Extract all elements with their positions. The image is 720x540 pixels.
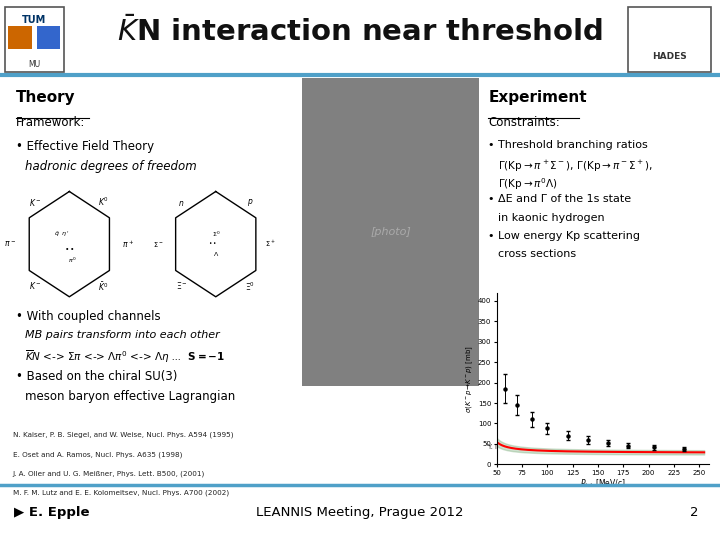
Text: $\bullet\bullet$: $\bullet\bullet$ (208, 240, 217, 245)
Text: • Low energy Kp scattering: • Low energy Kp scattering (488, 231, 640, 241)
Text: $\bar{K}^0$: $\bar{K}^0$ (99, 280, 109, 293)
Text: MB pairs transform into each other: MB pairs transform into each other (24, 330, 220, 340)
Text: $\Sigma^0$: $\Sigma^0$ (212, 230, 220, 239)
Text: $\Xi^0$: $\Xi^0$ (245, 280, 255, 293)
X-axis label: $P_{lab}$ [MeV/c]: $P_{lab}$ [MeV/c] (580, 477, 626, 490)
Text: M. F. M. Lutz and E. E. Kolomeitsev, Nucl. Phys. A700 (2002): M. F. M. Lutz and E. E. Kolomeitsev, Nuc… (12, 489, 229, 496)
Text: J. A. Oller and U. G. Meißner, Phys. Lett. B500, (2001): J. A. Oller and U. G. Meißner, Phys. Let… (12, 470, 204, 477)
Text: • Threshold branching ratios: • Threshold branching ratios (488, 140, 648, 150)
Text: $\overline{K}$N <-> $\Sigma\pi$ <-> $\Lambda\pi^0$ <-> $\Lambda\eta$ ...  $\math: $\overline{K}$N <-> $\Sigma\pi$ <-> $\La… (24, 348, 225, 364)
Text: $K^-$: $K^-$ (29, 197, 42, 208)
Text: TUM: TUM (22, 15, 46, 25)
Text: • Effective Field Theory: • Effective Field Theory (16, 140, 153, 153)
Text: 2: 2 (690, 506, 698, 519)
Text: LEANNIS Meeting, Prague 2012: LEANNIS Meeting, Prague 2012 (256, 506, 464, 519)
Text: in kaonic hydrogen: in kaonic hydrogen (498, 213, 604, 222)
Text: [photo]: [photo] (370, 227, 411, 237)
Text: Y. Ikeda, T. Hyodo, W. Weise Nucl. Phys. A 881 (2012): Y. Ikeda, T. Hyodo, W. Weise Nucl. Phys.… (488, 444, 665, 450)
FancyBboxPatch shape (5, 6, 63, 71)
FancyBboxPatch shape (302, 78, 479, 386)
Text: $\Lambda$: $\Lambda$ (212, 250, 219, 258)
Text: $\Sigma^+$: $\Sigma^+$ (265, 239, 276, 249)
Text: MU: MU (28, 59, 40, 69)
Text: $\Xi^-$: $\Xi^-$ (176, 280, 188, 292)
Text: meson baryon effective Lagrangian: meson baryon effective Lagrangian (24, 390, 235, 403)
FancyBboxPatch shape (9, 25, 32, 49)
Text: $\pi^-$: $\pi^-$ (4, 239, 16, 249)
Text: ▶ E. Epple: ▶ E. Epple (14, 506, 90, 519)
Text: $\bar{K}$N interaction near threshold: $\bar{K}$N interaction near threshold (117, 16, 603, 47)
Text: • With coupled channels: • With coupled channels (16, 310, 160, 323)
Text: $\Gamma$(Kp$\to\pi^0\Lambda$): $\Gamma$(Kp$\to\pi^0\Lambda$) (498, 176, 557, 192)
Text: Constraints:: Constraints: (488, 116, 560, 129)
Text: $p$: $p$ (246, 197, 253, 208)
Text: • ΔE and Γ of the 1s state: • ΔE and Γ of the 1s state (488, 194, 631, 204)
Text: $K^-$: $K^-$ (29, 280, 42, 292)
Text: Framework:: Framework: (16, 116, 85, 129)
Text: N. Kaiser, P. B. Siegel, and W. Weise, Nucl. Phys. A594 (1995): N. Kaiser, P. B. Siegel, and W. Weise, N… (12, 432, 233, 438)
Text: hadronic degrees of freedom: hadronic degrees of freedom (24, 160, 197, 173)
FancyBboxPatch shape (628, 6, 711, 71)
Text: $\bullet\bullet$: $\bullet\bullet$ (64, 245, 75, 251)
FancyBboxPatch shape (37, 25, 60, 49)
Text: cross sections: cross sections (498, 249, 576, 259)
Text: $\bar{q}$  $\eta'$: $\bar{q}$ $\eta'$ (54, 229, 70, 239)
Y-axis label: $\sigma(K^-p \!\to\! K^-p)$ [mb]: $\sigma(K^-p \!\to\! K^-p)$ [mb] (464, 345, 475, 413)
Text: $K^0$: $K^0$ (98, 195, 109, 208)
Text: Experiment: Experiment (488, 90, 587, 105)
Text: • Based on the chiral SU(3): • Based on the chiral SU(3) (16, 370, 177, 383)
Text: E. Oset and A. Ramos, Nucl. Phys. A635 (1998): E. Oset and A. Ramos, Nucl. Phys. A635 (… (12, 451, 182, 457)
Text: $n$: $n$ (179, 199, 185, 208)
Text: $\pi^+$: $\pi^+$ (122, 238, 134, 250)
Text: $\Sigma^-$: $\Sigma^-$ (153, 240, 163, 248)
Text: HADES: HADES (652, 51, 687, 60)
Text: Theory: Theory (16, 90, 75, 105)
Text: $\Gamma$(Kp$\to\pi^+\Sigma^-$), $\Gamma$(Kp$\to\pi^-\Sigma^+$),: $\Gamma$(Kp$\to\pi^+\Sigma^-$), $\Gamma$… (498, 159, 652, 174)
Text: $\pi^0$: $\pi^0$ (68, 255, 76, 265)
